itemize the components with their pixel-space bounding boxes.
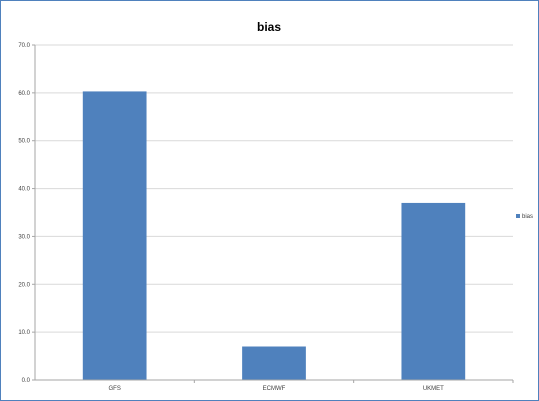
- legend: bias: [516, 214, 533, 220]
- y-tick-label: 50.0: [18, 139, 30, 145]
- axes: [34, 45, 513, 381]
- bars: [82, 91, 466, 381]
- y-axis-ticks: 0.0 10.0 20.0 30.0 40.0 50.0 60.0 70.0: [18, 43, 35, 384]
- x-tick-label: UKMET: [423, 386, 444, 392]
- y-tick-label: 0.0: [22, 378, 31, 384]
- y-tick-label: 60.0: [18, 91, 30, 97]
- bar-ecmwf: [242, 346, 306, 380]
- legend-swatch-bias: [516, 214, 520, 218]
- y-tick-label: 10.0: [18, 330, 30, 336]
- legend-label-bias: bias: [522, 214, 533, 220]
- x-tick-label: ECMWF: [263, 386, 286, 392]
- chart-title: bias: [257, 20, 281, 34]
- y-tick-label: 70.0: [18, 43, 30, 49]
- bar-gfs: [82, 91, 147, 381]
- x-tick-label: GFS: [108, 386, 120, 392]
- y-tick-label: 30.0: [18, 234, 30, 240]
- x-axis-ticks: GFS ECMWF UKMET: [108, 380, 514, 392]
- y-tick-label: 40.0: [18, 187, 30, 193]
- bar-ukmet: [401, 202, 466, 380]
- y-tick-label: 20.0: [18, 282, 30, 288]
